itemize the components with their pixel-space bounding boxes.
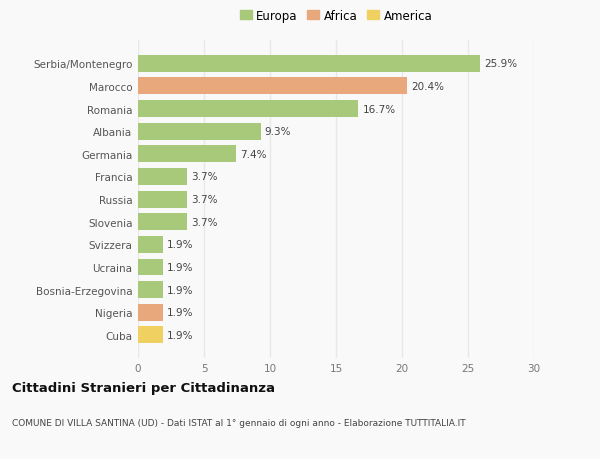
Bar: [138, 78, 407, 95]
Text: 3.7%: 3.7%: [191, 217, 217, 227]
Bar: [138, 236, 163, 253]
Bar: [138, 259, 163, 276]
Bar: [138, 168, 187, 185]
Text: 1.9%: 1.9%: [167, 330, 194, 340]
Text: 1.9%: 1.9%: [167, 285, 194, 295]
Bar: [138, 56, 480, 73]
Bar: [138, 281, 163, 298]
Text: 16.7%: 16.7%: [362, 104, 395, 114]
Text: 1.9%: 1.9%: [167, 263, 194, 272]
Text: 3.7%: 3.7%: [191, 195, 217, 205]
Text: 9.3%: 9.3%: [265, 127, 291, 137]
Bar: [138, 146, 236, 163]
Text: COMUNE DI VILLA SANTINA (UD) - Dati ISTAT al 1° gennaio di ogni anno - Elaborazi: COMUNE DI VILLA SANTINA (UD) - Dati ISTA…: [12, 418, 466, 427]
Text: 25.9%: 25.9%: [484, 59, 517, 69]
Text: 1.9%: 1.9%: [167, 240, 194, 250]
Text: 1.9%: 1.9%: [167, 308, 194, 318]
Legend: Europa, Africa, America: Europa, Africa, America: [236, 6, 436, 26]
Text: 3.7%: 3.7%: [191, 172, 217, 182]
Text: 20.4%: 20.4%: [411, 82, 444, 92]
Bar: [138, 327, 163, 344]
Bar: [138, 214, 187, 231]
Bar: [138, 304, 163, 321]
Bar: [138, 123, 261, 140]
Bar: [138, 191, 187, 208]
Text: Cittadini Stranieri per Cittadinanza: Cittadini Stranieri per Cittadinanza: [12, 381, 275, 394]
Text: 7.4%: 7.4%: [239, 150, 266, 159]
Bar: [138, 101, 358, 118]
